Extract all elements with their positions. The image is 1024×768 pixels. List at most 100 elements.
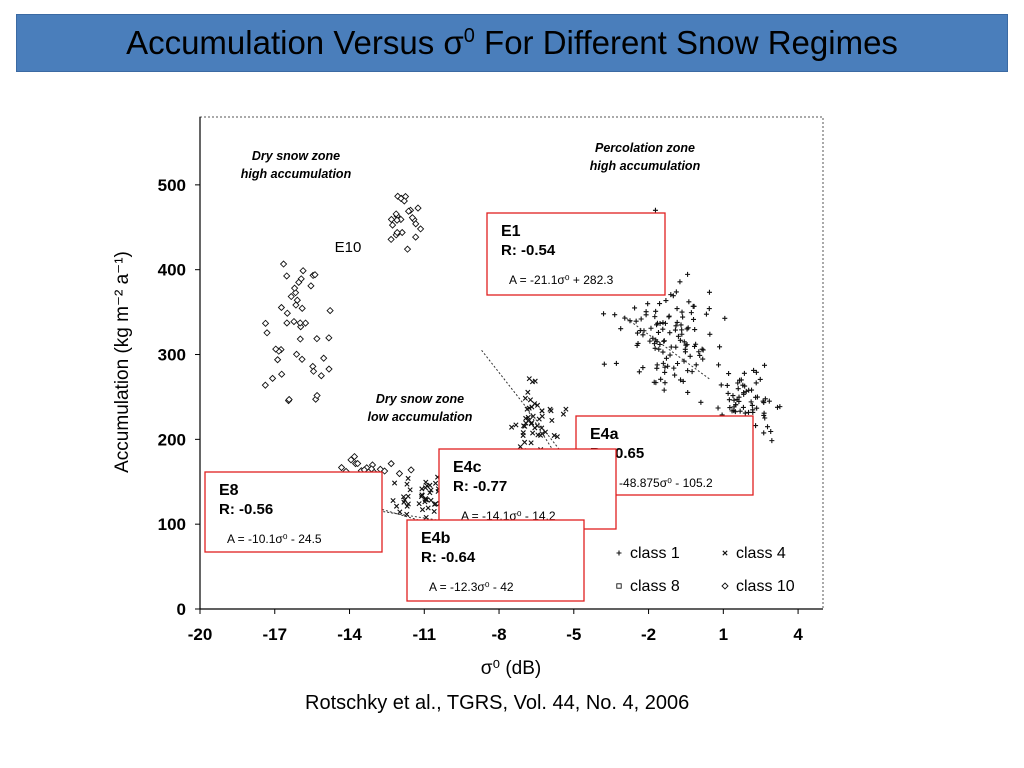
point-class-1 [730,393,736,399]
point-class-1 [645,301,651,307]
point-class-1 [660,349,666,355]
point-class-10 [296,335,304,343]
point-class-1 [640,365,646,371]
point-class-1 [716,362,722,368]
point-class-10 [293,296,301,304]
point-class-10 [299,267,307,275]
point-class-1 [693,341,699,347]
point-class-1 [678,377,684,383]
slide-title-superscript: 0 [463,25,475,47]
point-class-1 [743,388,749,394]
citation: Rotschky et al., TGRS, Vol. 44, No. 4, 2… [305,692,690,714]
point-class-10 [354,459,362,468]
y-tick-label: 500 [158,176,186,195]
point-class-1 [601,311,607,317]
point-class-1 [679,309,685,315]
point-class-10 [290,284,299,292]
point-class-1 [706,289,712,295]
point-class-1 [697,352,703,358]
point-class-10 [292,350,301,358]
point-class-1 [774,404,780,410]
point-class-1 [689,369,695,375]
legend: class 1 class 4 class 8 class 10 [616,545,795,595]
point-class-10 [416,225,425,233]
point-class-1 [634,330,640,336]
point-class-1 [731,397,737,403]
point-class-10 [414,204,422,212]
point-class-1 [657,301,663,307]
point-class-1 [740,404,746,410]
point-class-1 [742,410,748,416]
point-class-1 [677,337,683,343]
slide-title-main: Accumulation Versus σ [126,24,464,61]
point-class-10 [298,355,306,363]
regression-box-name: E1 [501,223,521,240]
point-class-1 [671,365,677,371]
point-class-1 [660,326,666,332]
point-class-1 [660,320,666,326]
point-class-10 [298,304,306,312]
slide-title-rest: For Different Snow Regimes [474,24,898,61]
y-tick-label: 0 [177,600,186,619]
point-class-1 [761,400,767,406]
point-class-10 [283,319,291,327]
point-class-1 [741,390,747,396]
regression-box-equation: A = -48.875σ⁰ - 105.2 [598,476,713,490]
point-class-1 [757,376,763,382]
point-class-1 [735,380,741,386]
point-class-1 [616,550,622,556]
point-class-10 [395,469,404,478]
point-class-1 [681,339,687,345]
point-class-10 [398,228,406,237]
point-class-1 [735,386,741,392]
point-class-1 [732,409,738,415]
regression-box-border [438,448,617,530]
point-class-1 [737,408,743,414]
point-class-4 [431,508,437,515]
point-class-4 [419,486,425,492]
point-class-1 [618,326,624,332]
point-class-10 [268,374,277,383]
point-class-4 [551,432,557,439]
point-class-1 [715,405,721,411]
point-class-4 [520,430,526,436]
regression-box-border [204,471,383,553]
point-class-1 [652,345,658,351]
x-tick-label: -5 [566,625,581,644]
point-class-10 [325,365,333,373]
point-class-4 [422,497,429,503]
point-class-10 [291,288,300,297]
point-class-4 [532,378,538,384]
point-class-1 [654,339,660,345]
zone-annotation-line1: Dry snow zone [376,392,464,406]
point-class-1 [762,415,768,421]
point-class-10 [285,395,293,404]
regression-box-border [486,212,666,296]
point-class-1 [686,299,692,305]
point-class-4 [532,425,538,431]
point-class-4 [397,509,403,515]
x-tick-label: 4 [793,625,803,644]
point-class-1 [768,429,774,435]
point-class-1 [680,378,686,384]
point-class-4 [428,487,434,493]
point-class-4 [391,480,398,486]
point-class-1 [613,360,619,366]
point-class-4 [523,420,529,426]
slide-title-bar: Accumulation Versus σ0 For Different Sno… [16,14,1008,72]
point-class-1 [726,397,732,403]
point-class-1 [700,347,706,353]
point-class-1 [654,322,660,328]
point-class-10 [392,210,400,218]
point-class-1 [690,303,696,309]
point-class-1 [654,362,660,368]
point-class-1 [652,207,658,213]
point-class-1 [742,383,748,389]
annotations: Dry snow zone high accumulation Percolatio… [241,141,701,424]
point-class-10 [307,282,315,290]
point-class-10 [403,245,412,253]
point-class-4 [405,501,411,507]
point-class-10 [412,233,420,241]
